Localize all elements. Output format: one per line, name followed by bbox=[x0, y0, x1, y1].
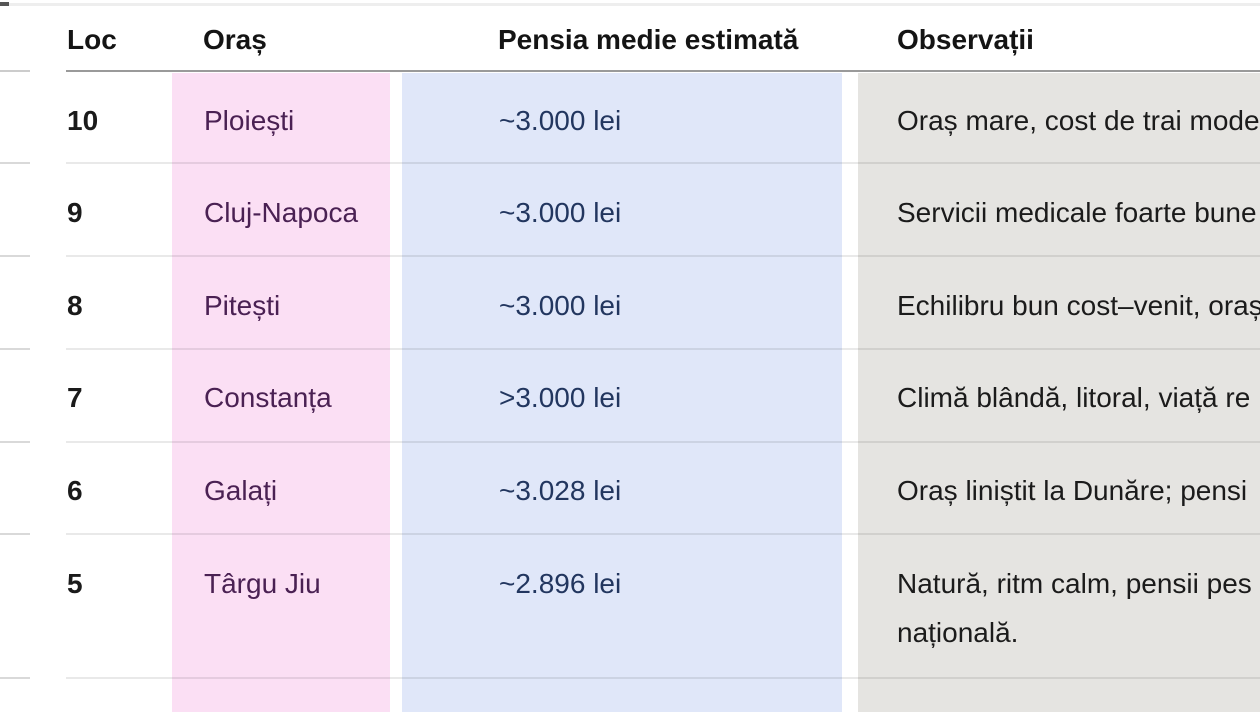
observation-cell: Oraș liniștit la Dunăre; pensi bbox=[897, 475, 1248, 506]
rank-cell: 10 bbox=[67, 105, 99, 136]
observation-cell: Climă blândă, litoral, viață re bbox=[897, 382, 1251, 413]
city-cell: Constanța bbox=[204, 382, 332, 413]
row-divider-stub bbox=[0, 348, 30, 350]
city-cell: Pitești bbox=[204, 290, 281, 321]
row-divider-stub bbox=[0, 255, 30, 257]
city-cell: Târgu Jiu bbox=[204, 568, 321, 599]
pension-cell: ~3.028 lei bbox=[499, 475, 622, 506]
row-divider bbox=[66, 441, 1260, 443]
table-row: 10 Ploiești ~3.000 lei Oraș mare, cost d… bbox=[0, 97, 1260, 145]
row-divider bbox=[66, 348, 1260, 350]
city-cell: Galați bbox=[204, 475, 278, 506]
row-divider-stub bbox=[0, 533, 30, 535]
observatii-column-background bbox=[858, 73, 1260, 712]
column-header-pensie: Pensia medie estimată bbox=[498, 24, 799, 55]
header-underline bbox=[66, 70, 1260, 72]
row-divider-stub bbox=[0, 441, 30, 443]
observation-cell: Echilibru bun cost–venit, oraș bbox=[897, 290, 1260, 321]
row-divider bbox=[66, 255, 1260, 257]
pension-cell: ~3.000 lei bbox=[499, 105, 622, 136]
rank-cell: 9 bbox=[67, 197, 83, 228]
city-cell: Ploiești bbox=[204, 105, 295, 136]
pension-cell: >3.000 lei bbox=[499, 382, 622, 413]
top-rule bbox=[0, 3, 1260, 6]
pension-cell: ~3.000 lei bbox=[499, 290, 622, 321]
table-row: 5 Târgu Jiu ~2.896 lei Natură, ritm calm… bbox=[0, 560, 1260, 608]
row-divider-stub bbox=[0, 677, 30, 679]
table-row: 6 Galați ~3.028 lei Oraș liniștit la Dun… bbox=[0, 467, 1260, 515]
oras-column-background bbox=[172, 73, 390, 712]
observation-cell: Oraș mare, cost de trai mode bbox=[897, 105, 1260, 136]
table-row: 9 Cluj-Napoca ~3.000 lei Servicii medica… bbox=[0, 189, 1260, 237]
header-underline-stub bbox=[0, 70, 30, 72]
column-header-observatii: Observații bbox=[897, 24, 1034, 55]
rank-cell: 5 bbox=[67, 568, 83, 599]
rank-cell: 8 bbox=[67, 290, 83, 321]
rank-cell: 7 bbox=[67, 382, 83, 413]
rank-cell: 6 bbox=[67, 475, 83, 506]
observation-cell: Natură, ritm calm, pensii pes bbox=[897, 568, 1252, 599]
pension-cell: ~3.000 lei bbox=[499, 197, 622, 228]
table-row: 8 Pitești ~3.000 lei Echilibru bun cost–… bbox=[0, 282, 1260, 330]
row-divider bbox=[66, 677, 1260, 679]
row-divider-stub bbox=[0, 162, 30, 164]
observation-cell: Servicii medicale foarte bune bbox=[897, 197, 1257, 228]
row-divider bbox=[66, 162, 1260, 164]
table-row: 7 Constanța >3.000 lei Climă blândă, lit… bbox=[0, 374, 1260, 422]
pension-cell: ~2.896 lei bbox=[499, 568, 622, 599]
column-header-loc: Loc bbox=[67, 24, 117, 55]
column-header-oras: Oraș bbox=[203, 24, 267, 55]
row-divider bbox=[66, 533, 1260, 535]
observation-cell-line2: națională. bbox=[897, 617, 1019, 648]
pensie-column-background bbox=[402, 73, 842, 712]
top-rule-dark-stub bbox=[0, 2, 9, 6]
city-cell: Cluj-Napoca bbox=[204, 197, 359, 228]
